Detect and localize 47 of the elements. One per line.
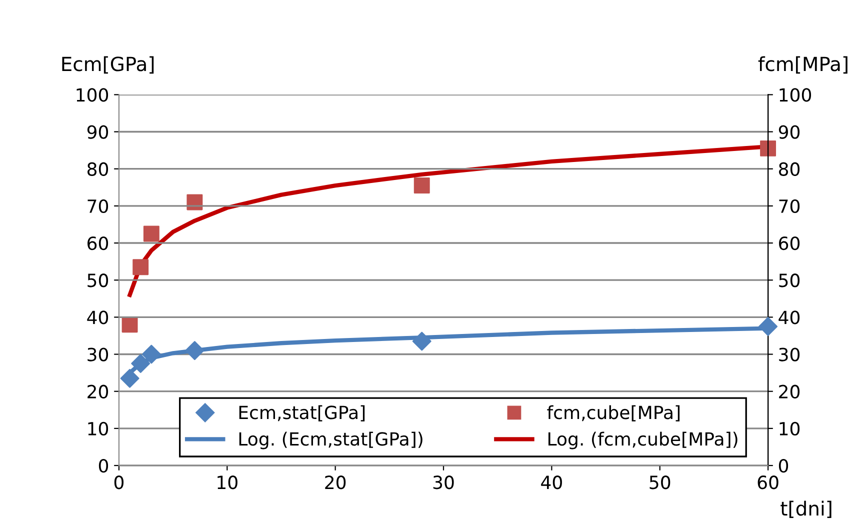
- x-tick-label: 40: [541, 476, 562, 490]
- y2-tick-label: 10: [780, 422, 800, 436]
- x-tick-label: 10: [218, 476, 238, 490]
- x-tick-label: 20: [325, 476, 346, 490]
- y-tick-label: 80: [87, 162, 108, 176]
- y-tick-label: 100: [76, 88, 108, 102]
- y2-tick-label: 50: [779, 274, 800, 288]
- y2-tick-label: 70: [779, 199, 800, 214]
- y2-axis-title: fcm[MPa]: [758, 56, 848, 74]
- y2-tick-label: 30: [779, 348, 800, 362]
- legend-label: fcm,cube[MPa]: [547, 405, 680, 422]
- y-tick-label: 40: [87, 310, 108, 324]
- y2-tick-label: 90: [778, 125, 800, 139]
- point: [131, 354, 150, 374]
- y-tick-label: 0: [98, 458, 108, 473]
- legend-label: Log. (Ecm,stat[GPa]): [239, 432, 422, 450]
- y-tick-label: 20: [88, 384, 108, 398]
- legend-label: Ecm,stat[GPa]: [239, 405, 365, 422]
- y2-tick-label: 100: [780, 88, 812, 102]
- x-tick-label: 50: [650, 476, 670, 490]
- x-tick-label: 30: [433, 476, 454, 490]
- x-tick-label: 60: [758, 476, 778, 490]
- y2-tick-label: 80: [778, 162, 800, 176]
- point: [132, 259, 149, 276]
- y-tick-label: 60: [88, 236, 108, 250]
- point: [412, 332, 432, 351]
- point: [143, 226, 160, 242]
- y-tick-label: 10: [88, 422, 108, 436]
- y-axis-title: Ecm[GPa]: [62, 56, 154, 74]
- point: [760, 140, 776, 156]
- point: [122, 316, 138, 333]
- point: [185, 341, 204, 360]
- y-tick-label: 70: [88, 199, 108, 214]
- x-axis-title: t[dni]: [780, 500, 832, 518]
- y2-tick-label: 20: [779, 384, 800, 398]
- legend-label: Log. (fcm,cube[MPa]): [548, 432, 738, 450]
- y-tick-label: 30: [88, 348, 108, 362]
- point: [758, 316, 778, 336]
- y2-tick-label: 0: [778, 458, 788, 473]
- y2-tick-label: 60: [779, 236, 800, 250]
- x-tick-label: 0: [114, 476, 124, 490]
- point: [142, 344, 161, 364]
- point: [414, 178, 430, 194]
- y-tick-label: 50: [88, 274, 108, 288]
- y2-tick-label: 40: [778, 310, 800, 324]
- point: [120, 368, 140, 388]
- y-tick-label: 90: [87, 125, 108, 139]
